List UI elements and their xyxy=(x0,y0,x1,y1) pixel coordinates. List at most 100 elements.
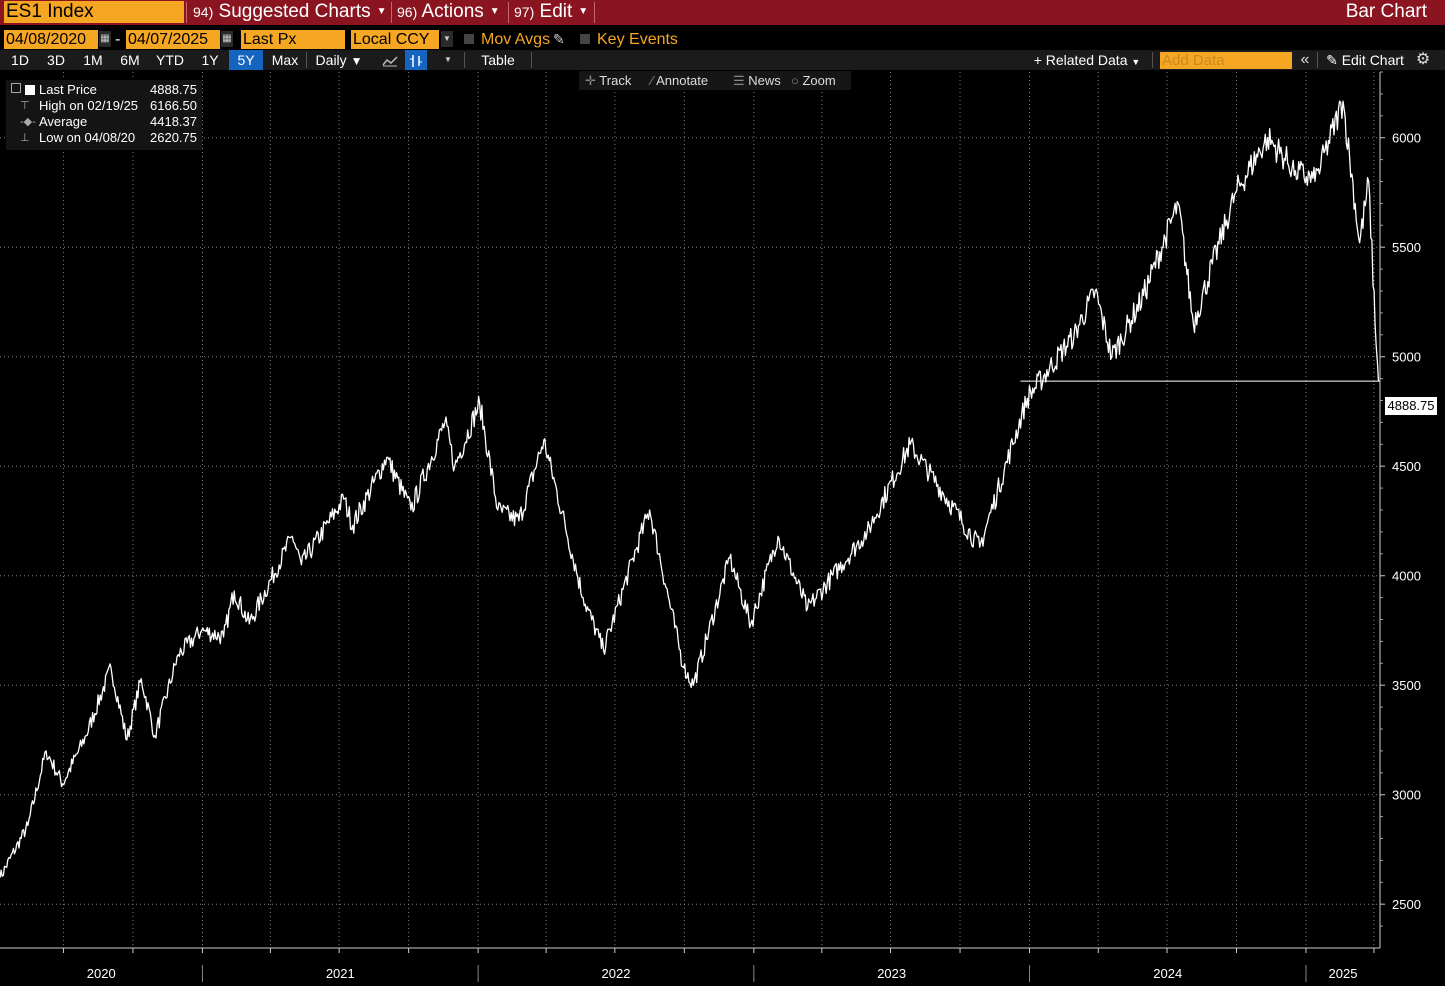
menu-number: 96) xyxy=(397,4,418,21)
caret-down-icon: ▼ xyxy=(376,6,387,17)
legend-value: 6166.50 xyxy=(150,98,197,113)
y-tick-label: 5000 xyxy=(1392,350,1421,365)
average-marker-icon: -◆- xyxy=(20,116,36,128)
edit-chart-button[interactable]: ✎ Edit Chart xyxy=(1321,50,1409,70)
y-tick-label: 5500 xyxy=(1392,240,1421,255)
annotate-label: Annotate xyxy=(656,73,709,88)
pencil-icon[interactable]: ✎ xyxy=(553,31,565,47)
table-button[interactable]: Table xyxy=(481,52,515,68)
legend-row[interactable]: Last Price 4888.75 xyxy=(6,82,202,98)
chevron-down-icon[interactable]: ▼ xyxy=(441,31,453,47)
related-data-button[interactable]: + Related Data ▼ xyxy=(1026,50,1148,70)
legend-value: 2620.75 xyxy=(150,130,197,145)
x-tick-label: 2025 xyxy=(1329,966,1358,981)
range-1y-button[interactable]: 1Y xyxy=(201,52,219,68)
toolbar-separator xyxy=(531,52,532,68)
toolbar-separator xyxy=(306,52,307,68)
mov-avgs-checkbox[interactable] xyxy=(464,34,474,44)
range-5y-button[interactable]: 5Y xyxy=(229,50,263,70)
currency-selector[interactable]: Local CCY xyxy=(351,30,439,49)
range-toolbar: 1D 3D 1M 6M YTD 1Y 5Y Max Daily ▼ ▼ Tabl… xyxy=(0,50,1445,70)
end-date-field[interactable]: 04/07/2025 xyxy=(126,30,220,49)
caret-down-icon: ▼ xyxy=(578,6,589,17)
gear-icon[interactable]: ⚙ xyxy=(1415,51,1431,68)
related-data-label: Related Data xyxy=(1045,52,1128,68)
frequency-dropdown[interactable]: Daily ▼ xyxy=(309,50,369,70)
range-max-button[interactable]: Max xyxy=(271,52,299,68)
x-tick-label: 2024 xyxy=(1153,966,1182,981)
series-color-swatch xyxy=(25,85,35,95)
legend-row: ⊥ Low on 04/08/20 2620.75 xyxy=(6,130,202,146)
zoom-label: Zoom xyxy=(802,73,836,88)
track-tool[interactable]: ✛ Track xyxy=(585,71,631,90)
legend-row: ⊤ High on 02/19/25 6166.50 xyxy=(6,98,202,114)
chart-legend: Last Price 4888.75 ⊤ High on 02/19/25 61… xyxy=(6,80,202,150)
y-tick-label: 3000 xyxy=(1392,788,1421,803)
zoom-icon: ○ xyxy=(791,73,799,88)
title-bar: ES1 Index 94) Suggested Charts ▼ 96) Acti… xyxy=(0,0,1445,25)
high-marker-icon: ⊤ xyxy=(20,100,30,112)
add-data-input[interactable]: Add Data xyxy=(1160,52,1292,69)
line-chart-icon[interactable] xyxy=(378,50,402,70)
actions-menu[interactable]: 96) Actions ▼ xyxy=(397,0,500,25)
menu-separator xyxy=(186,2,187,23)
range-1m-button[interactable]: 1M xyxy=(83,52,103,68)
legend-label: Average xyxy=(39,114,88,129)
legend-value: 4418.37 xyxy=(150,114,197,129)
window-title: Bar Chart xyxy=(1345,1,1427,22)
plus-icon: + xyxy=(1033,52,1042,68)
y-tick-label: 2500 xyxy=(1392,897,1421,912)
calendar-icon[interactable]: ▦ xyxy=(99,31,111,47)
menu-separator xyxy=(391,2,392,23)
calendar-icon[interactable]: ▦ xyxy=(221,31,233,47)
crosshair-icon: ✛ xyxy=(585,73,596,88)
key-events-checkbox[interactable] xyxy=(580,34,590,44)
ticker-field[interactable]: ES1 Index xyxy=(4,1,184,23)
legend-label: Last Price xyxy=(39,82,97,97)
y-tick-label: 6000 xyxy=(1392,131,1421,146)
legend-label: Low on 04/08/20 xyxy=(39,130,136,145)
collapse-icon[interactable] xyxy=(11,83,21,93)
key-events-label[interactable]: Key Events xyxy=(597,31,678,48)
pencil-icon: ✎ xyxy=(1326,52,1338,68)
annotate-tool[interactable]: ∕ Annotate xyxy=(651,71,708,90)
price-line xyxy=(0,100,1380,878)
bar-chart-icon[interactable] xyxy=(405,50,427,70)
date-separator: - xyxy=(115,31,121,48)
chevron-down-icon[interactable]: ▼ xyxy=(444,55,452,64)
news-label: News xyxy=(748,73,781,88)
menu-label: Suggested Charts xyxy=(218,1,371,23)
mov-avgs-label[interactable]: Mov Avgs xyxy=(481,31,551,48)
last-price-tag: 4888.75 xyxy=(1385,397,1437,415)
menu-label: Edit xyxy=(539,1,573,23)
y-tick-label: 3500 xyxy=(1392,678,1421,693)
menu-number: 94) xyxy=(193,4,214,21)
collapse-double-chevron-icon[interactable]: « xyxy=(1300,51,1310,68)
start-date-field[interactable]: 04/08/2020 xyxy=(4,30,98,49)
caret-down-icon: ▼ xyxy=(350,54,363,68)
edit-menu[interactable]: 97) Edit ▼ xyxy=(514,0,588,25)
menu-number: 97) xyxy=(514,4,535,21)
caret-down-icon: ▼ xyxy=(1131,57,1141,67)
field-selector[interactable]: Last Px xyxy=(241,30,345,49)
range-1d-button[interactable]: 1D xyxy=(11,52,29,68)
legend-label: High on 02/19/25 xyxy=(39,98,139,113)
zoom-tool[interactable]: ○ Zoom xyxy=(791,71,836,90)
chart-tools: ✛ Track ∕ Annotate ☰ News ○ Zoom xyxy=(579,71,851,90)
range-6m-button[interactable]: 6M xyxy=(120,52,140,68)
news-icon: ☰ xyxy=(733,73,745,88)
range-3d-button[interactable]: 3D xyxy=(47,52,65,68)
news-tool[interactable]: ☰ News xyxy=(733,71,781,90)
menu-separator xyxy=(594,2,595,23)
range-ytd-button[interactable]: YTD xyxy=(156,52,184,68)
toolbar-separator xyxy=(464,52,465,68)
frequency-label: Daily xyxy=(315,52,347,68)
x-tick-label: 2022 xyxy=(602,966,631,981)
menu-separator xyxy=(508,2,509,23)
caret-down-icon: ▼ xyxy=(489,6,500,17)
toolbar-separator xyxy=(1152,52,1153,68)
x-tick-label: 2023 xyxy=(877,966,906,981)
suggested-charts-menu[interactable]: 94) Suggested Charts ▼ xyxy=(193,0,387,25)
y-tick-label: 4500 xyxy=(1392,459,1421,474)
